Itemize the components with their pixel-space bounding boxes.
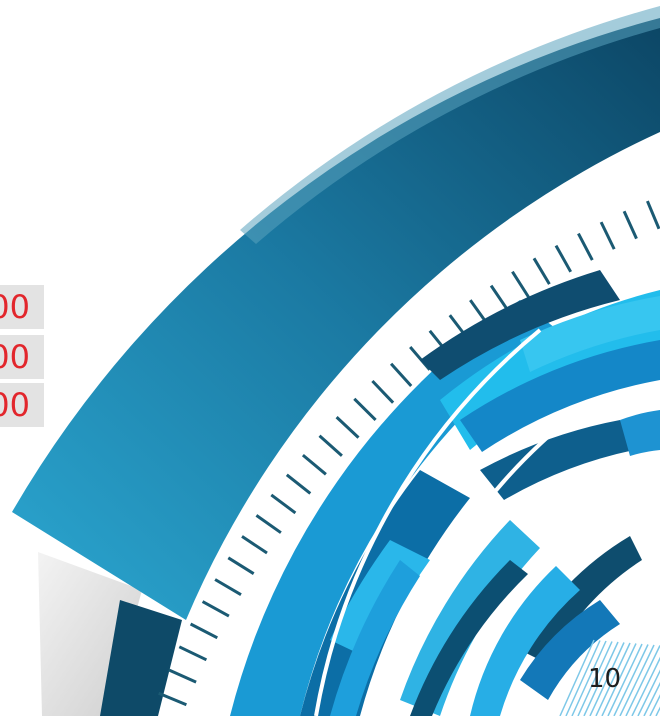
tick-mark [241, 535, 268, 555]
hatch-line [619, 644, 655, 716]
value-label-2: 00 [0, 335, 44, 379]
tick-mark [255, 514, 282, 534]
tick-mark [353, 397, 377, 421]
ring-segment [230, 300, 560, 716]
tick-mark [554, 244, 573, 273]
hatch-line [607, 643, 643, 716]
hatch-line [565, 640, 601, 716]
dark-band [100, 600, 182, 716]
hatch-line [595, 642, 631, 716]
tick-mark [318, 434, 343, 457]
ring-segment [330, 560, 420, 716]
value-label-text: 00 [0, 338, 30, 376]
ring-segment [520, 536, 642, 664]
tick-mark [227, 556, 255, 575]
hatch-marks [559, 639, 660, 716]
gap-line [378, 408, 582, 716]
tick-mark [301, 453, 327, 476]
hatch-line [601, 643, 637, 716]
tick-mark [285, 473, 312, 495]
ring-segment [410, 560, 528, 716]
hatch-line [649, 694, 660, 716]
tick-ring [158, 200, 660, 707]
tick-mark [622, 210, 638, 240]
ring-segment [420, 270, 620, 380]
ring-segment [480, 420, 634, 500]
gap-line [314, 328, 542, 716]
tick-mark [599, 221, 616, 250]
hatch-line [571, 640, 607, 716]
tick-mark [532, 257, 551, 285]
tick-mark [178, 645, 208, 662]
hatch-line [613, 644, 649, 716]
value-label-3: 00 [0, 383, 44, 427]
tick-mark [335, 416, 360, 439]
outer-arc [12, 18, 660, 620]
tick-mark [168, 668, 197, 684]
hatch-line [577, 641, 613, 716]
tick-mark [214, 578, 242, 596]
outer-arc-highlight [240, 6, 660, 244]
tick-mark [201, 600, 230, 618]
ring-segment [620, 410, 660, 456]
ring-segment [460, 340, 660, 452]
page-number: 10 [588, 664, 622, 694]
tick-mark [489, 284, 510, 312]
tick-mark [270, 493, 297, 515]
ring-segment [520, 600, 620, 700]
ring-segment [520, 296, 660, 372]
tick-mark [389, 362, 413, 388]
hatch-line [589, 642, 625, 716]
hatch-line [559, 639, 595, 716]
tick-mark [646, 200, 660, 230]
hatch-line [643, 681, 660, 716]
tick-mark [189, 622, 218, 640]
value-label-1: 00 [0, 285, 44, 329]
hatch-line [625, 645, 660, 716]
value-label-text: 00 [0, 386, 30, 424]
tick-mark [158, 691, 187, 707]
hatch-line [637, 669, 660, 716]
value-label-text: 00 [0, 288, 30, 326]
tick-mark [577, 232, 594, 261]
hatch-line [583, 641, 619, 716]
tick-mark [511, 270, 530, 298]
ring-segment [470, 566, 580, 716]
hatch-line [631, 656, 660, 716]
tick-mark [371, 379, 395, 404]
